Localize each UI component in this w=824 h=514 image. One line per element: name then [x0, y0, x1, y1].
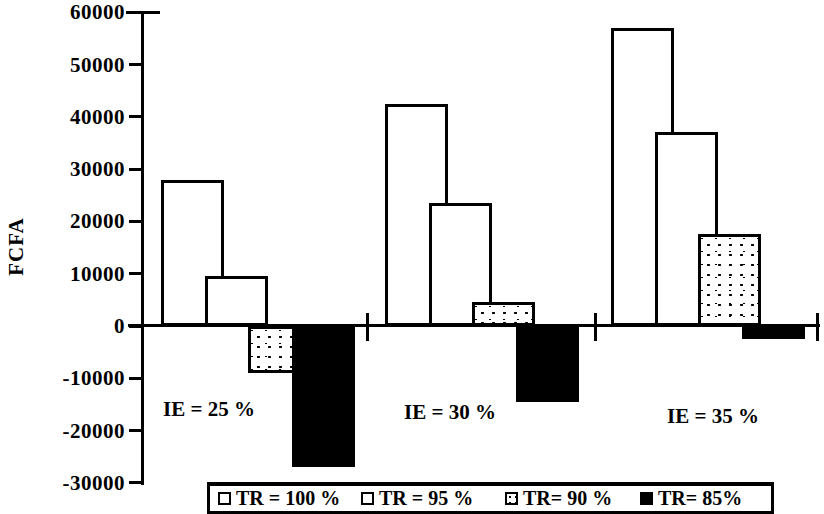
- y-tick-label: -20000: [19, 419, 125, 444]
- y-tick-label: 10000: [19, 262, 125, 287]
- y-tick-label: 50000: [19, 53, 125, 78]
- y-axis-tick: [129, 272, 143, 275]
- y-axis-tick: [129, 220, 143, 223]
- y-tick-label: 30000: [19, 157, 125, 182]
- bar-TR85-group2: [516, 326, 579, 402]
- category-label: IE = 35 %: [667, 404, 759, 429]
- y-axis-tick: [129, 377, 143, 380]
- legend-swatch-white-icon: [218, 492, 231, 505]
- legend-swatch-white-icon: [361, 492, 374, 505]
- y-axis-tick: [129, 429, 143, 432]
- x-axis: [128, 324, 820, 327]
- legend-item: TR = 95 %: [361, 486, 473, 511]
- y-axis-tick: [126, 11, 160, 14]
- y-tick-label: -10000: [19, 366, 125, 391]
- legend-label: TR= 85%: [658, 487, 742, 510]
- category-label: IE = 25 %: [163, 397, 255, 422]
- y-axis: [141, 12, 144, 485]
- legend-label: TR = 100 %: [236, 487, 340, 510]
- legend-item: TR= 90 %: [505, 486, 612, 511]
- y-tick-label: 0: [19, 314, 125, 339]
- category-label: IE = 30 %: [404, 400, 496, 425]
- legend-label: TR= 90 %: [523, 487, 612, 510]
- x-axis-tick: [594, 313, 597, 341]
- legend-swatch-stipple-icon: [505, 492, 518, 505]
- y-axis-tick: [129, 168, 143, 171]
- legend-swatch-black-icon: [640, 492, 653, 505]
- legend-item: TR= 85%: [640, 486, 742, 511]
- legend: TR = 100 % TR = 95 % TR= 90 % TR= 85%: [207, 482, 774, 514]
- y-tick-label: 40000: [19, 105, 125, 130]
- y-tick-label: 60000: [19, 0, 125, 25]
- x-axis-tick: [816, 313, 819, 341]
- y-axis-tick: [129, 115, 143, 118]
- bar-chart: FCFA 6000050000400003000020000100000-100…: [0, 0, 824, 514]
- y-axis-tick: [129, 481, 143, 484]
- bar-TR90-group3: [698, 234, 761, 326]
- y-axis-tick: [129, 63, 143, 66]
- legend-label: TR = 95 %: [379, 487, 473, 510]
- bar-TR95-group1: [205, 276, 268, 326]
- x-axis-tick: [366, 313, 369, 341]
- bar-TR90-group2: [472, 302, 535, 326]
- bar-TR85-group3: [742, 326, 805, 339]
- legend-item: TR = 100 %: [218, 486, 340, 511]
- y-tick-label: -30000: [19, 471, 125, 496]
- bar-TR85-group1: [292, 326, 355, 467]
- y-tick-label: 20000: [19, 209, 125, 234]
